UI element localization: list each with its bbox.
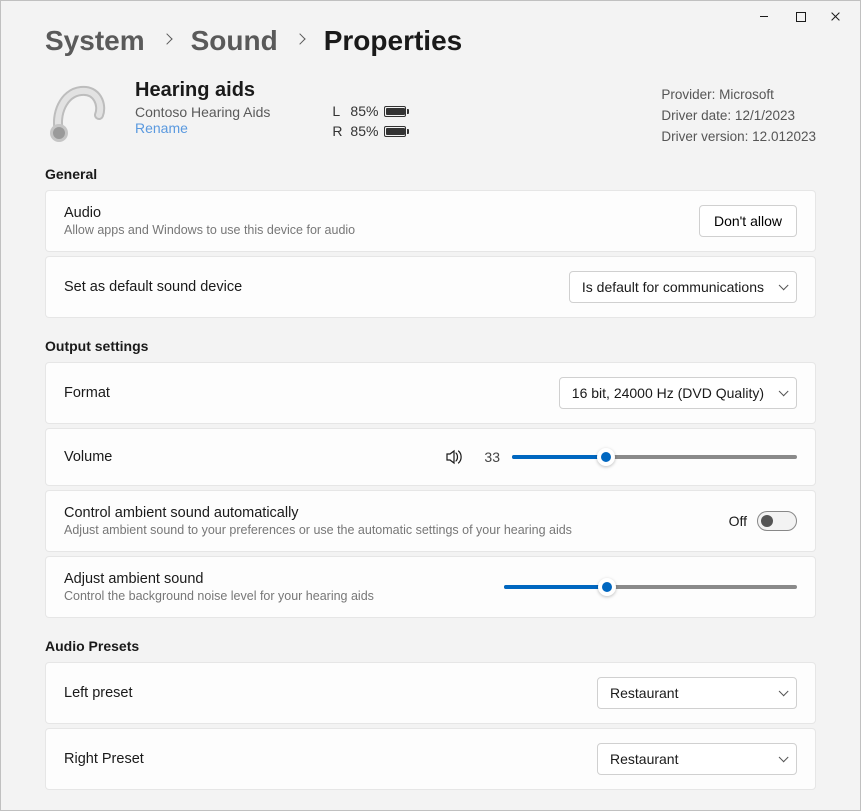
driver-date: Driver date: 12/1/2023 <box>661 106 816 127</box>
volume-slider[interactable] <box>512 455 797 459</box>
default-device-select[interactable]: Is default for communications <box>569 271 797 303</box>
section-output: Output settings <box>45 338 816 354</box>
slider-thumb[interactable] <box>598 578 616 596</box>
card-volume: Volume 33 <box>45 428 816 486</box>
breadcrumb-system[interactable]: System <box>45 25 145 57</box>
battery-icon <box>384 106 406 117</box>
chevron-right-icon <box>292 32 310 50</box>
card-audio: Audio Allow apps and Windows to use this… <box>45 190 816 252</box>
default-device-title: Set as default sound device <box>64 279 569 295</box>
driver-version: Driver version: 12.012023 <box>661 127 816 148</box>
chevron-right-icon <box>159 32 177 50</box>
card-ambient-auto: Control ambient sound automatically Adju… <box>45 490 816 552</box>
card-ambient-adjust: Adjust ambient sound Control the backgro… <box>45 556 816 618</box>
right-preset-title: Right Preset <box>64 751 597 767</box>
card-left-preset: Left preset Restaurant <box>45 662 816 724</box>
volume-value: 33 <box>476 449 500 465</box>
audio-title: Audio <box>64 205 699 221</box>
chevron-down-icon <box>776 690 786 696</box>
slider-thumb[interactable] <box>597 448 615 466</box>
section-presets: Audio Presets <box>45 638 816 654</box>
card-default-device: Set as default sound device Is default f… <box>45 256 816 318</box>
section-general: General <box>45 166 816 182</box>
breadcrumb: System Sound Properties <box>45 25 816 57</box>
device-header: Hearing aids Contoso Hearing Aids Rename… <box>45 79 816 148</box>
ambient-slider[interactable] <box>504 585 797 589</box>
device-name: Hearing aids <box>135 79 270 102</box>
ambient-auto-title: Control ambient sound automatically <box>64 505 729 521</box>
left-preset-title: Left preset <box>64 685 597 701</box>
battery-right-pct: 85% <box>350 123 378 139</box>
left-preset-value: Restaurant <box>610 685 678 701</box>
battery-left-label: L <box>332 103 344 119</box>
battery-icon <box>384 126 406 137</box>
toggle-state-label: Off <box>729 513 747 529</box>
breadcrumb-sound[interactable]: Sound <box>191 25 278 57</box>
default-device-value: Is default for communications <box>582 279 764 295</box>
volume-title: Volume <box>64 449 444 465</box>
dont-allow-button[interactable]: Don't allow <box>699 205 797 237</box>
battery-left-pct: 85% <box>350 103 378 119</box>
speaker-icon[interactable] <box>444 447 464 467</box>
toggle-knob <box>761 515 773 527</box>
chevron-down-icon <box>776 390 786 396</box>
right-preset-value: Restaurant <box>610 751 678 767</box>
ambient-auto-sub: Adjust ambient sound to your preferences… <box>64 523 729 537</box>
left-preset-select[interactable]: Restaurant <box>597 677 797 709</box>
driver-provider: Provider: Microsoft <box>661 85 816 106</box>
rename-link[interactable]: Rename <box>135 120 270 136</box>
format-title: Format <box>64 385 559 401</box>
chevron-down-icon <box>776 284 786 290</box>
battery-right-label: R <box>332 123 344 139</box>
audio-sub: Allow apps and Windows to use this devic… <box>64 223 699 237</box>
ambient-adjust-title: Adjust ambient sound <box>64 571 504 587</box>
device-info: Hearing aids Contoso Hearing Aids Rename <box>135 79 270 136</box>
card-format: Format 16 bit, 24000 Hz (DVD Quality) <box>45 362 816 424</box>
right-preset-select[interactable]: Restaurant <box>597 743 797 775</box>
format-select[interactable]: 16 bit, 24000 Hz (DVD Quality) <box>559 377 797 409</box>
battery-status: L 85% R 85% <box>332 103 406 143</box>
titlebar <box>1 1 860 19</box>
breadcrumb-properties: Properties <box>324 25 463 57</box>
ambient-adjust-sub: Control the background noise level for y… <box>64 589 504 603</box>
format-value: 16 bit, 24000 Hz (DVD Quality) <box>572 385 764 401</box>
chevron-down-icon <box>776 756 786 762</box>
hearing-aid-icon <box>45 79 113 147</box>
device-manufacturer: Contoso Hearing Aids <box>135 104 270 120</box>
card-right-preset: Right Preset Restaurant <box>45 728 816 790</box>
driver-info: Provider: Microsoft Driver date: 12/1/20… <box>661 85 816 148</box>
ambient-auto-toggle[interactable] <box>757 511 797 531</box>
